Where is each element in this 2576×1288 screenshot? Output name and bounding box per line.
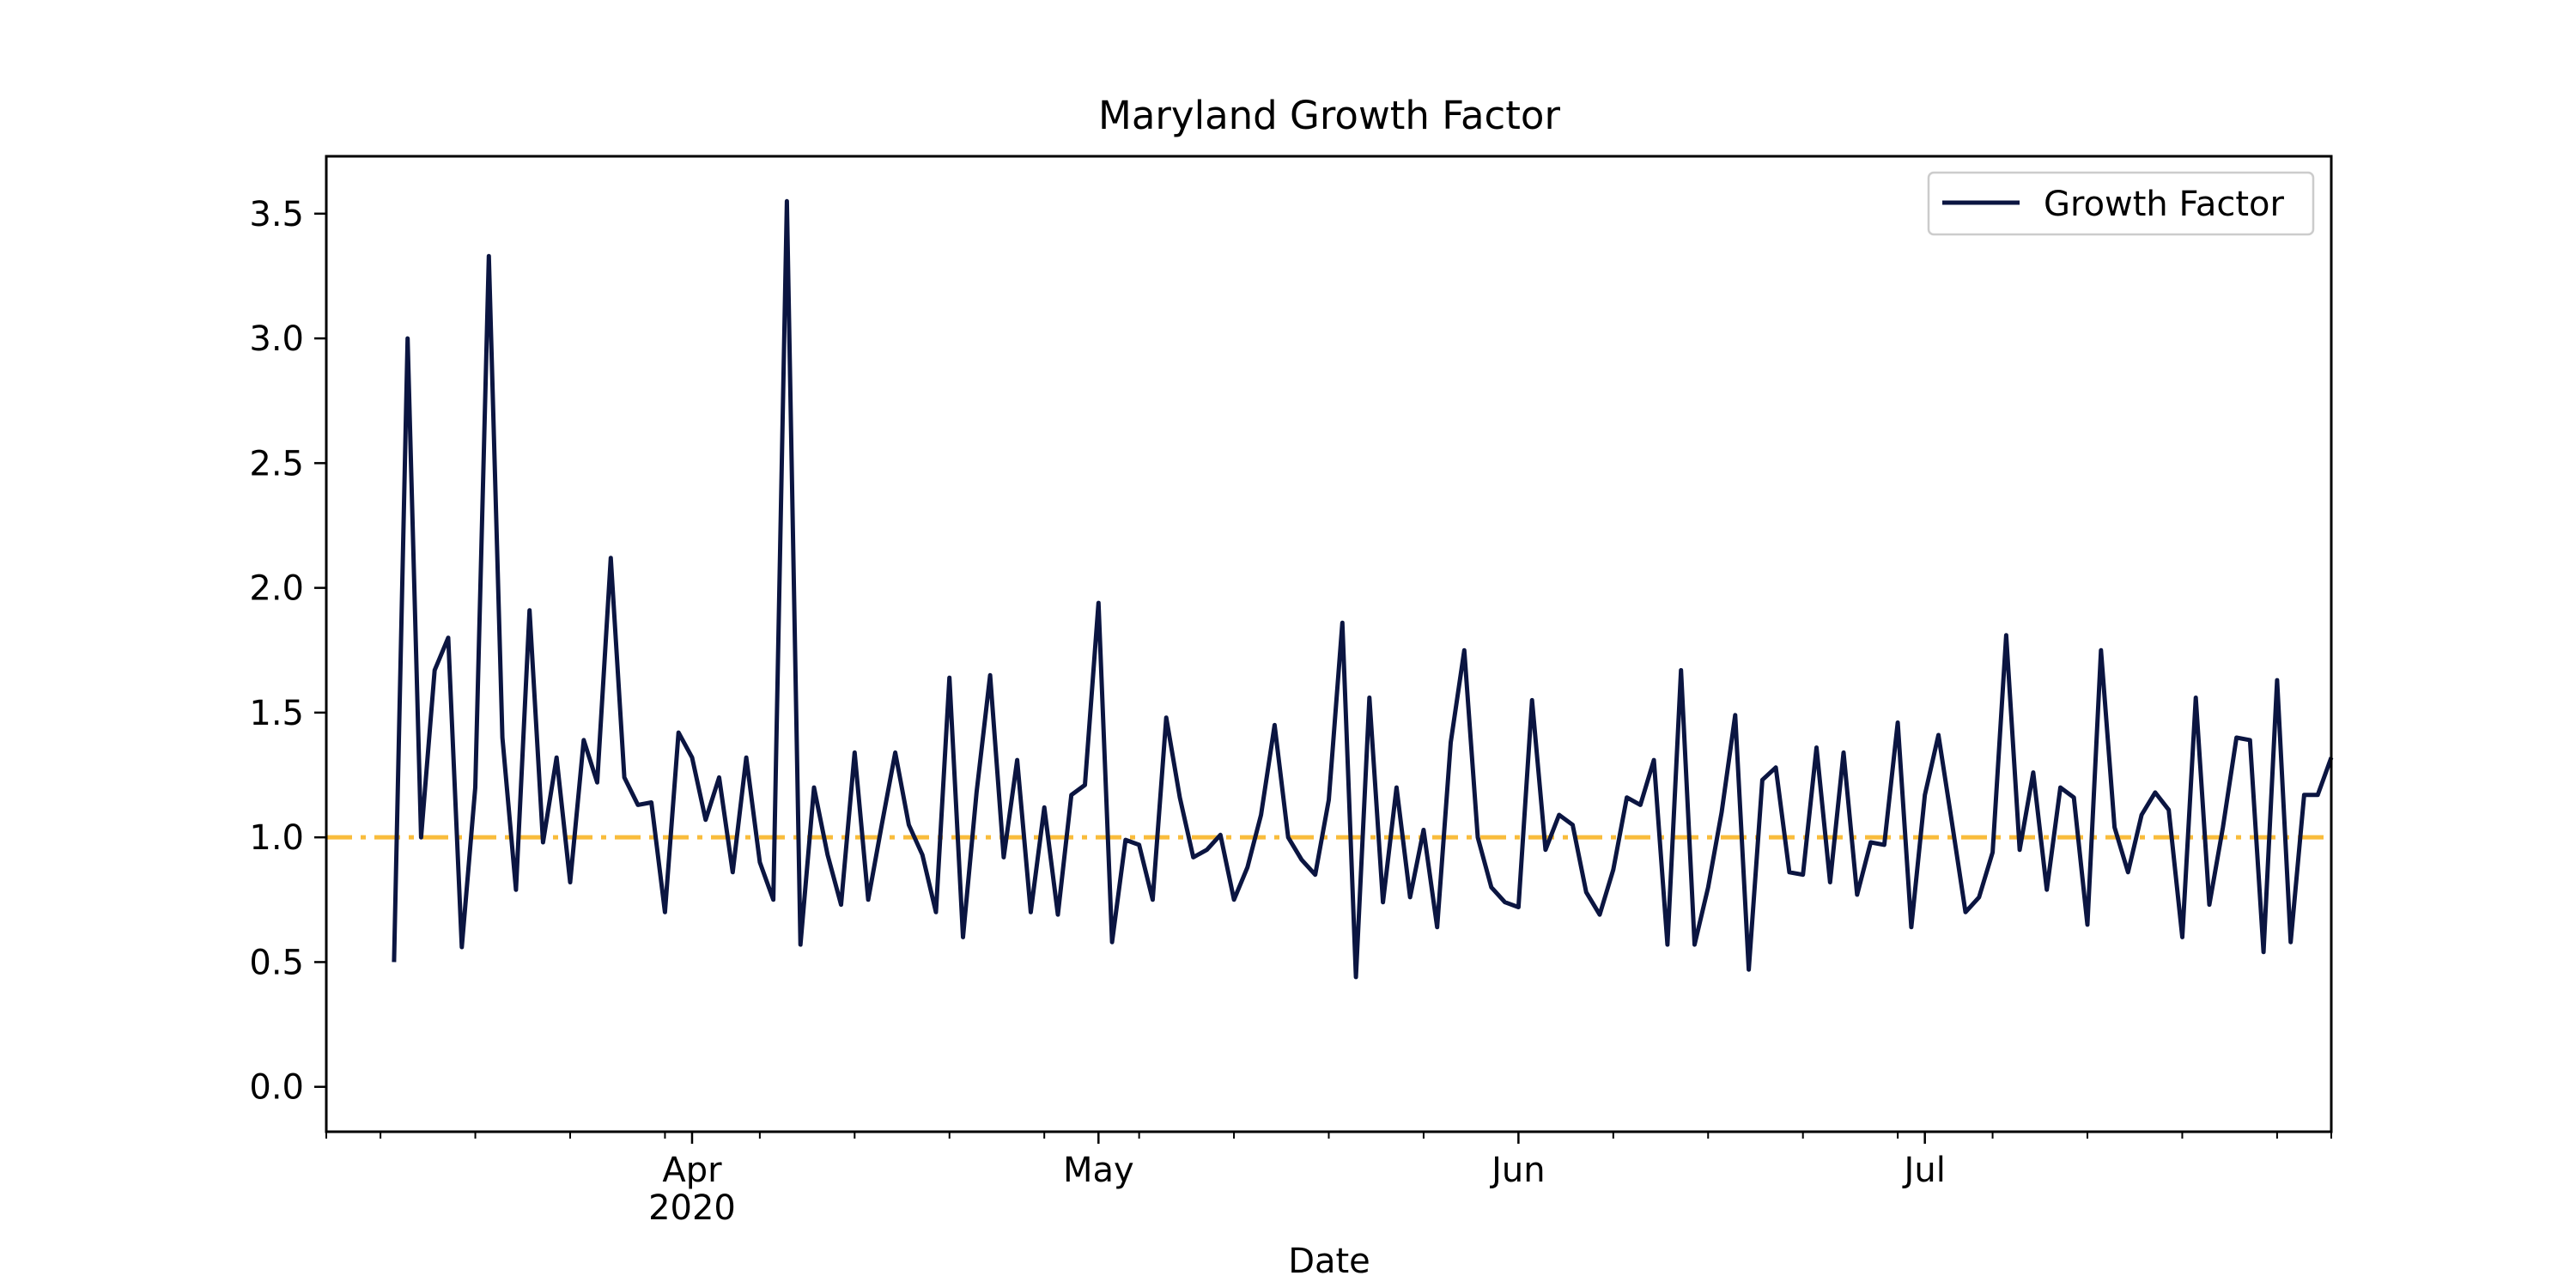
legend-box <box>1927 171 2315 236</box>
series-line-growth-factor <box>392 198 2334 980</box>
y-tick-label: 3.5 <box>249 195 304 234</box>
x-tick-sublabel: 2020 <box>648 1188 736 1228</box>
y-axis-ticks: 0.0 0.5 1.0 1.5 2.0 2.5 3.0 3.5 <box>249 195 326 1108</box>
y-tick-label: 1.0 <box>249 818 304 858</box>
plot-frame <box>325 155 2333 1133</box>
y-tick-label: 0.5 <box>249 943 304 982</box>
legend: Growth Factor <box>1927 171 2315 236</box>
chart-title: Maryland Growth Factor <box>1098 93 1560 138</box>
x-tick-label: Jul <box>1902 1151 1946 1190</box>
y-tick-label: 2.0 <box>249 569 304 609</box>
x-tick-label: May <box>1063 1151 1134 1190</box>
y-tick-label: 0.0 <box>249 1068 304 1108</box>
legend-label: Growth Factor <box>2044 185 2284 224</box>
y-tick-label: 3.0 <box>249 319 304 359</box>
x-tick-label: Apr <box>662 1151 722 1190</box>
x-axis-label: Date <box>1288 1242 1370 1281</box>
plot-content <box>326 198 2334 980</box>
x-tick-label: Jun <box>1489 1151 1546 1190</box>
y-tick-label: 2.5 <box>249 444 304 483</box>
y-tick-label: 1.5 <box>249 694 304 733</box>
